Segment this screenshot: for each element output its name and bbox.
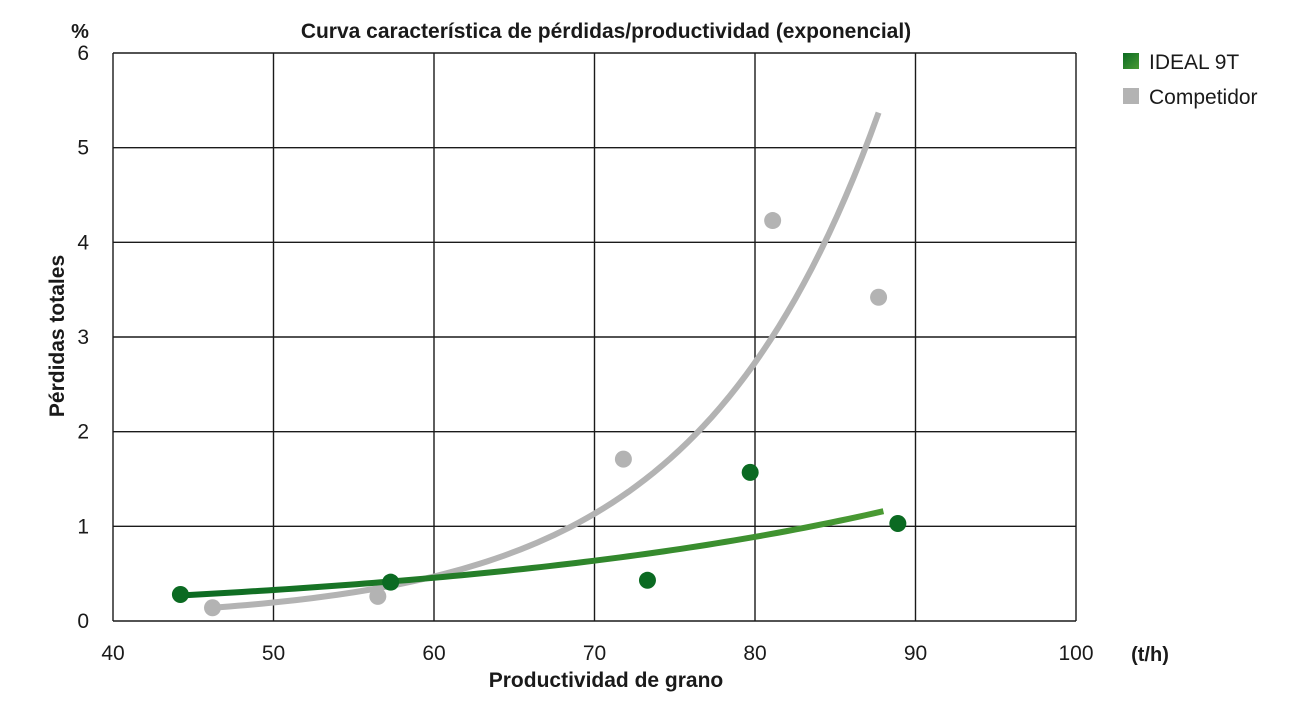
y-tick-label-2: 2 <box>77 421 89 444</box>
data-point-competidor <box>204 599 222 617</box>
x-tick-label-40: 40 <box>101 642 124 665</box>
trendline-ideal-9t <box>180 508 885 599</box>
x-tick-label-80: 80 <box>743 642 766 665</box>
data-point-ideal-9t <box>171 585 189 603</box>
y-tick-label-1: 1 <box>77 515 89 538</box>
legend-label-competidor: Competidor <box>1149 86 1258 109</box>
x-tick-label-50: 50 <box>262 642 285 665</box>
legend-label-ideal-9t: IDEAL 9T <box>1149 51 1239 74</box>
data-point-ideal-9t <box>638 571 656 589</box>
y-axis-unit: % <box>71 21 89 43</box>
legend-swatch-ideal-9t <box>1123 53 1139 69</box>
trendline-competidor <box>212 111 882 611</box>
y-tick-label-5: 5 <box>77 137 89 160</box>
grid <box>112 52 1077 622</box>
y-tick-label-6: 6 <box>77 42 89 65</box>
trendlines <box>180 111 885 611</box>
x-tick-label-90: 90 <box>904 642 927 665</box>
data-points <box>171 212 907 617</box>
data-point-competidor <box>764 212 782 230</box>
x-tick-label-100: 100 <box>1058 642 1093 665</box>
y-axis-title: Pérdidas totales <box>46 255 69 417</box>
data-point-ideal-9t <box>382 573 400 591</box>
x-axis-title: Productividad de grano <box>489 669 724 692</box>
y-tick-label-3: 3 <box>77 326 89 349</box>
legend-swatch-competidor <box>1123 88 1139 104</box>
legend: IDEAL 9T Competidor <box>1123 51 1258 109</box>
data-point-competidor <box>369 587 387 605</box>
tick-labels: 40 50 60 70 80 90 100 0 1 2 3 4 5 6 <box>77 42 1093 665</box>
chart-title: Curva característica de pérdidas/product… <box>301 20 911 43</box>
data-point-ideal-9t <box>889 514 907 532</box>
x-axis-unit: (t/h) <box>1131 644 1169 666</box>
data-point-ideal-9t <box>741 463 759 481</box>
data-point-competidor <box>870 288 888 306</box>
y-tick-label-4: 4 <box>77 231 89 254</box>
y-tick-label-0: 0 <box>77 610 89 633</box>
x-tick-label-60: 60 <box>422 642 445 665</box>
data-point-competidor <box>614 450 632 468</box>
x-tick-label-70: 70 <box>583 642 606 665</box>
